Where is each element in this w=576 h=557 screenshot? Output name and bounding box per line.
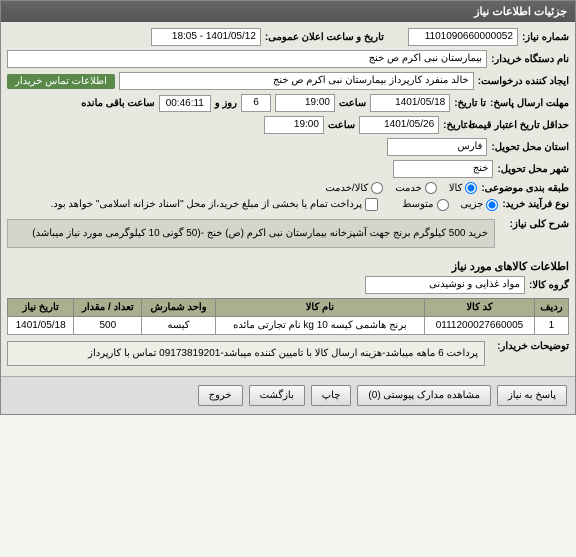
city-value: خنج (393, 160, 493, 178)
validity-to-label: تا تاریخ: (443, 120, 475, 131)
days-value: 6 (241, 94, 271, 112)
treasury-checkbox[interactable]: پرداخت تمام یا بخشی از مبلغ خرید،از محل … (50, 198, 378, 211)
content-area: شماره نیاز: 1101090660000052 تاریخ و ساع… (1, 22, 575, 376)
process-label: نوع فرآیند خرید: (502, 199, 569, 210)
details-window: جزئیات اطلاعات نیاز شماره نیاز: 11010906… (0, 0, 576, 415)
buyer-value: بیمارستان نبی اکرم ص خنج (7, 50, 487, 68)
treasury-checkbox-input[interactable] (365, 198, 378, 211)
days-label: روز و (215, 98, 237, 109)
desc-title: شرح کلی نیاز: (499, 219, 569, 230)
cell-row: 1 (534, 317, 568, 335)
radio-both-input[interactable] (371, 182, 383, 194)
footer-bar: پاسخ به نیاز مشاهده مدارک پیوستی (0) چاپ… (1, 376, 575, 414)
creator-value: خالد منفرد کارپرداز بیمارستان نبی اکرم ص… (119, 72, 474, 90)
th-row: ردیف (534, 299, 568, 317)
province-label: استان محل تحویل: (491, 142, 569, 153)
desc-box: خرید 500 کیلوگرم برنج جهت آشپزخانه بیمار… (7, 219, 495, 248)
buyer-note-label: توضیحات خریدار: (489, 341, 569, 352)
validity-label: حداقل تاریخ اعتبار قیمت: (479, 120, 569, 131)
buyer-note-box: پرداخت 6 ماهه میباشد-هزینه ارسال کالا با… (7, 341, 485, 366)
window-titlebar: جزئیات اطلاعات نیاز (1, 1, 575, 22)
creator-label: ایجاد کننده درخواست: (478, 76, 569, 87)
radio-service-input[interactable] (425, 182, 437, 194)
category-label: طبقه بندی موضوعی: (481, 183, 569, 194)
deadline-to-label: تا تاریخ: (454, 98, 486, 109)
radio-goods[interactable]: کالا (449, 182, 478, 194)
buyer-label: نام دستگاه خریدار: (491, 54, 569, 65)
cell-qty: 500 (74, 317, 142, 335)
need-no-label: شماره نیاز: (522, 32, 569, 43)
province-value: فارس (387, 138, 487, 156)
cell-date: 1401/05/18 (8, 317, 74, 335)
radio-service[interactable]: خدمت (395, 182, 437, 194)
cell-name: برنج هاشمی کیسه 10 kg نام تجارتی مائده (215, 317, 425, 335)
validity-date: 1401/05/26 (359, 116, 439, 134)
back-button[interactable]: بازگشت (249, 385, 305, 406)
attachments-button[interactable]: مشاهده مدارک پیوستی (0) (357, 385, 491, 406)
remain-label: ساعت باقی مانده (81, 98, 154, 109)
table-row: 1 0111200027660005 برنج هاشمی کیسه 10 kg… (8, 317, 569, 335)
deadline-label: مهلت ارسال پاسخ: (490, 98, 569, 109)
contact-badge[interactable]: اطلاعات تماس خریدار (7, 74, 115, 89)
th-unit: واحد شمارش (142, 299, 215, 317)
announce-label: تاریخ و ساعت اعلان عمومی: (265, 32, 384, 43)
remaining-timer: 00:46:11 (159, 95, 211, 112)
radio-medium[interactable]: متوسط (402, 199, 448, 211)
items-table: ردیف کد کالا نام کالا واحد شمارش تعداد /… (7, 298, 569, 335)
city-label: شهر محل تحویل: (497, 164, 569, 175)
th-date: تاریخ نیاز (8, 299, 74, 317)
radio-small[interactable]: جزیی (461, 199, 499, 211)
th-qty: تعداد / مقدار (74, 299, 142, 317)
cell-unit: کیسه (142, 317, 215, 335)
validity-time: 19:00 (264, 116, 324, 134)
announce-value: 1401/05/12 - 18:05 (151, 28, 261, 46)
cell-code: 0111200027660005 (425, 317, 535, 335)
window-title: جزئیات اطلاعات نیاز (474, 6, 567, 18)
deadline-time: 19:00 (275, 94, 335, 112)
deadline-date: 1401/05/18 (370, 94, 450, 112)
table-header-row: ردیف کد کالا نام کالا واحد شمارش تعداد /… (8, 299, 569, 317)
radio-medium-input[interactable] (437, 199, 449, 211)
th-name: نام کالا (215, 299, 425, 317)
print-button[interactable]: چاپ (311, 385, 352, 406)
exit-button[interactable]: خروج (198, 385, 243, 406)
th-code: کد کالا (425, 299, 535, 317)
radio-both[interactable]: کالا/خدمت (325, 182, 383, 194)
items-section-header: اطلاعات کالاهای مورد نیاز (7, 260, 569, 273)
radio-goods-input[interactable] (465, 182, 477, 194)
group-value: مواد غذایی و نوشیدنی (365, 276, 525, 294)
time-label-2: ساعت (328, 120, 355, 131)
reply-button[interactable]: پاسخ به نیاز (497, 385, 567, 406)
group-label: گروه کالا: (529, 280, 569, 291)
need-no-value: 1101090660000052 (408, 28, 518, 46)
radio-small-input[interactable] (486, 199, 498, 211)
time-label-1: ساعت (339, 98, 366, 109)
